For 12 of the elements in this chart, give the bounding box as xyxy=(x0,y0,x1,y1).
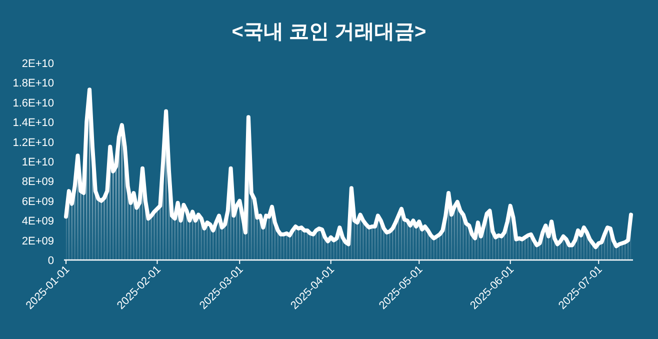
y-tick-label: 1.2E+10 xyxy=(12,136,54,149)
y-tick-label: 6E+09 xyxy=(22,196,54,208)
y-tick-label: 8E+09 xyxy=(22,176,54,188)
y-tick-label: 2E+10 xyxy=(22,58,54,70)
y-tick-label: 1.4E+10 xyxy=(12,117,54,130)
y-tick-label: 1E+10 xyxy=(22,156,54,168)
chart-title: <국내 코인 거래대금> xyxy=(232,21,426,43)
y-tick-label: 4E+09 xyxy=(22,216,54,228)
y-tick-label: 1.8E+10 xyxy=(12,78,54,90)
y-tick-label: 2E+09 xyxy=(22,235,54,248)
y-tick-label: 0 xyxy=(48,255,54,267)
y-tick-label: 1.6E+10 xyxy=(12,97,54,110)
